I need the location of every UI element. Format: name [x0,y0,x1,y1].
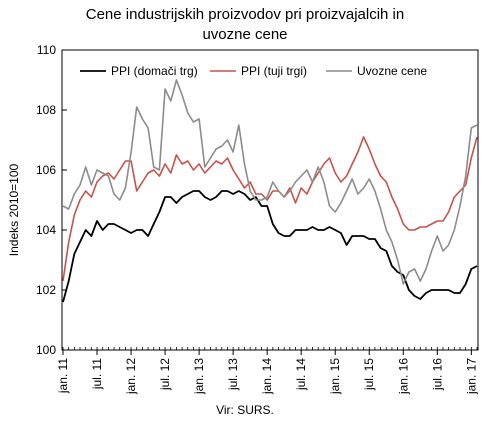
chart-title-line2: uvozne cene [202,26,288,43]
x-tick-label: jul. 12 [158,358,172,391]
x-tick-label: jul. 15 [362,358,376,391]
x-tick-label: jul. 11 [90,358,104,390]
legend-label-1: PPI (domači trg) [111,64,198,78]
y-tick-label: 104 [36,223,56,237]
series-line-2 [62,136,478,282]
x-tick-label: jul. 16 [430,358,444,391]
x-tick-label: jan. 11 [56,358,70,394]
source-note: Vir: SURS. [216,403,274,417]
x-tick-label: jan. 17 [464,358,478,395]
series-line-1 [62,190,478,303]
y-tick-label: 100 [36,343,56,357]
x-tick-label: jan. 12 [124,358,138,395]
plot-frame [61,49,479,351]
legend-label-3: Uvozne cene [357,64,427,78]
x-tick-label: jul. 13 [226,358,240,391]
y-tick-label: 110 [37,43,56,57]
series-line-3 [62,79,478,285]
chart-title-line1: Cene industrijskih proizvodov pri proizv… [85,6,405,23]
x-tick-label: jan. 13 [192,358,206,395]
x-tick-label: jan. 15 [328,358,342,395]
y-tick-label: 106 [36,163,56,177]
x-tick-label: jul. 14 [294,358,308,391]
x-tick-label: jan. 16 [396,358,410,395]
legend-label-2: PPI (tuji trgi) [241,64,307,78]
y-tick-label: 108 [36,103,56,117]
x-tick-label: jan. 14 [260,358,274,395]
y-tick-label: 102 [36,283,56,297]
